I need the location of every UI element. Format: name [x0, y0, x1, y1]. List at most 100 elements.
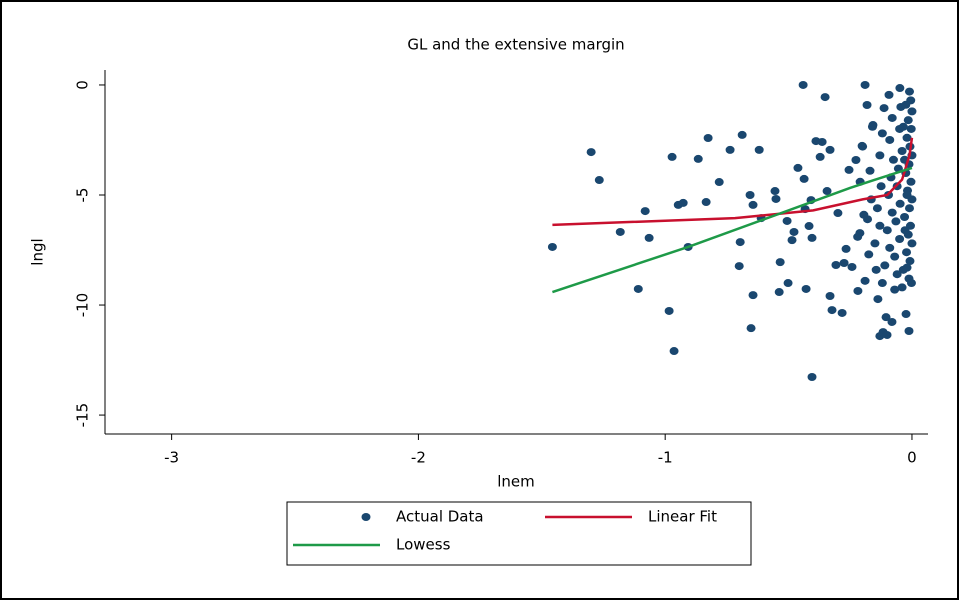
- point: [907, 107, 917, 116]
- point: [827, 306, 837, 315]
- legend-label: Actual Data: [396, 508, 484, 526]
- point: [905, 257, 915, 266]
- point: [801, 284, 811, 293]
- point: [798, 80, 808, 89]
- line: [552, 166, 913, 294]
- point: [885, 243, 895, 252]
- point: [887, 208, 897, 217]
- point: [888, 155, 898, 164]
- point: [900, 213, 910, 222]
- point: [902, 191, 912, 200]
- point: [877, 279, 887, 288]
- point: [734, 262, 744, 271]
- point: [547, 242, 557, 251]
- y-tick-label: -5: [74, 188, 92, 203]
- point: [633, 284, 643, 293]
- point: [737, 130, 747, 139]
- y-tick-label: -10: [74, 293, 92, 318]
- point: [853, 232, 863, 241]
- point: [860, 276, 870, 285]
- point: [844, 165, 854, 174]
- legend-label: Linear Fit: [648, 508, 717, 526]
- y-tick-label: 0: [74, 80, 92, 90]
- point: [644, 233, 654, 242]
- point: [875, 151, 885, 160]
- point: [904, 204, 914, 213]
- x-tick-label: 0: [907, 449, 917, 467]
- point: [890, 252, 900, 261]
- point: [877, 129, 887, 138]
- point: [904, 87, 914, 96]
- point: [701, 198, 711, 207]
- point: [847, 262, 857, 271]
- point: [870, 239, 880, 248]
- y-axis-label: lngl: [29, 238, 47, 265]
- point: [881, 313, 891, 322]
- point: [833, 209, 843, 218]
- point: [615, 227, 625, 236]
- point: [669, 347, 679, 356]
- point: [817, 137, 827, 146]
- x-tick-label: -2: [411, 449, 426, 467]
- point: [906, 279, 916, 288]
- chart-title: GL and the extensive margin: [407, 36, 624, 54]
- point: [746, 324, 756, 333]
- point: [865, 166, 875, 175]
- point: [873, 295, 883, 304]
- point: [892, 270, 902, 279]
- point: [897, 146, 907, 155]
- point: [703, 134, 713, 143]
- y-tick-label: -15: [74, 403, 92, 428]
- point: [825, 145, 835, 154]
- point: [807, 373, 817, 382]
- point: [907, 239, 917, 248]
- point: [897, 283, 907, 292]
- point: [895, 199, 905, 208]
- point: [880, 261, 890, 270]
- point: [890, 285, 900, 294]
- point: [862, 100, 872, 109]
- point: [895, 84, 905, 93]
- legend-marker: [361, 513, 371, 521]
- point: [864, 250, 874, 259]
- point: [693, 154, 703, 163]
- point: [906, 124, 916, 133]
- point: [859, 210, 869, 219]
- point: [902, 248, 912, 257]
- point: [901, 100, 911, 109]
- point: [895, 235, 905, 244]
- point: [748, 291, 758, 300]
- point: [807, 233, 817, 242]
- point: [867, 122, 877, 131]
- point: [891, 217, 901, 226]
- point: [774, 288, 784, 297]
- point: [837, 308, 847, 317]
- point: [594, 176, 604, 185]
- point: [748, 200, 758, 209]
- point: [735, 238, 745, 247]
- point: [902, 263, 912, 272]
- point: [875, 221, 885, 230]
- point: [678, 198, 688, 207]
- point: [872, 204, 882, 213]
- point: [882, 226, 892, 235]
- point: [822, 187, 832, 196]
- point: [804, 222, 814, 231]
- point: [898, 122, 908, 131]
- point: [771, 194, 781, 203]
- point: [745, 191, 755, 200]
- point: [640, 207, 650, 216]
- point: [876, 182, 886, 191]
- point: [664, 306, 674, 315]
- x-axis-label: lnem: [497, 473, 535, 491]
- point: [782, 216, 792, 225]
- point: [770, 187, 780, 196]
- point: [793, 163, 803, 172]
- point: [903, 116, 913, 125]
- point: [900, 226, 910, 235]
- point: [714, 178, 724, 187]
- point: [902, 133, 912, 142]
- point: [783, 279, 793, 288]
